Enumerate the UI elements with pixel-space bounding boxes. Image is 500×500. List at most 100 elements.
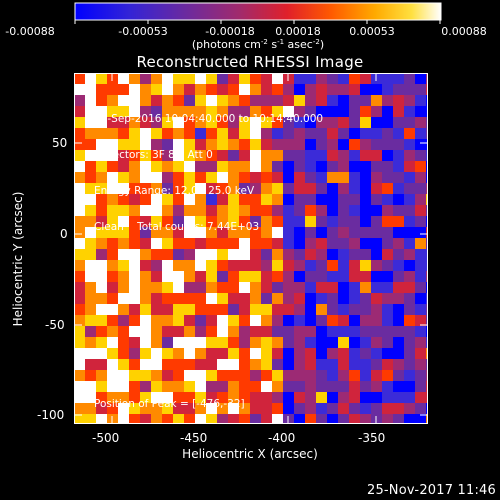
image-pixel (360, 227, 371, 238)
image-pixel (85, 381, 96, 392)
image-pixel (140, 194, 151, 205)
image-pixel (217, 183, 228, 194)
image-pixel (162, 172, 173, 183)
image-pixel (85, 392, 96, 403)
image-pixel (349, 194, 360, 205)
image-pixel (228, 381, 239, 392)
image-pixel (151, 73, 162, 84)
image-pixel (184, 194, 195, 205)
image-pixel (327, 128, 338, 139)
image-pixel (184, 73, 195, 84)
image-pixel (327, 359, 338, 370)
image-pixel (305, 326, 316, 337)
image-pixel (316, 260, 327, 271)
image-pixel (162, 260, 173, 271)
image-pixel (118, 194, 129, 205)
image-pixel (393, 106, 404, 117)
image-pixel (283, 227, 294, 238)
image-pixel (74, 381, 85, 392)
image-pixel (118, 216, 129, 227)
image-pixel (415, 205, 426, 216)
image-pixel (338, 282, 349, 293)
image-pixel (151, 150, 162, 161)
y-axis-label: Heliocentric Y (arcsec) (11, 191, 25, 327)
image-pixel (239, 348, 250, 359)
image-pixel (228, 249, 239, 260)
image-pixel (173, 227, 184, 238)
peak-position-label: Position of Peak = [-476,-32] (94, 398, 245, 410)
image-pixel (195, 106, 206, 117)
image-pixel (393, 117, 404, 128)
image-pixel (107, 106, 118, 117)
image-pixel (415, 161, 426, 172)
image-pixel (294, 172, 305, 183)
image-pixel (327, 238, 338, 249)
image-pixel (162, 183, 173, 194)
image-pixel (85, 216, 96, 227)
image-pixel (162, 227, 173, 238)
image-pixel (261, 227, 272, 238)
image-pixel (250, 414, 261, 424)
image-pixel (415, 238, 426, 249)
image-pixel (96, 370, 107, 381)
image-pixel (261, 84, 272, 95)
image-pixel (151, 315, 162, 326)
image-pixel (382, 414, 393, 424)
image-pixel (338, 348, 349, 359)
image-pixel (404, 205, 415, 216)
image-pixel (151, 95, 162, 106)
image-pixel (239, 260, 250, 271)
image-pixel (283, 205, 294, 216)
plot-title: Reconstructed RHESSI Image (136, 53, 364, 71)
image-pixel (415, 337, 426, 348)
image-pixel (305, 414, 316, 424)
image-pixel (239, 95, 250, 106)
image-pixel (327, 172, 338, 183)
image-pixel (272, 238, 283, 249)
image-pixel (184, 183, 195, 194)
image-pixel (382, 304, 393, 315)
image-pixel (371, 84, 382, 95)
image-pixel (393, 392, 404, 403)
image-pixel (349, 128, 360, 139)
image-pixel (371, 282, 382, 293)
image-pixel (404, 117, 415, 128)
image-pixel (228, 326, 239, 337)
image-pixel (206, 359, 217, 370)
image-pixel (349, 117, 360, 128)
image-pixel (393, 139, 404, 150)
image-pixel (96, 172, 107, 183)
image-pixel (107, 117, 118, 128)
image-pixel (305, 227, 316, 238)
image-pixel (129, 370, 140, 381)
image-pixel (173, 359, 184, 370)
image-pixel (74, 271, 85, 282)
image-pixel (195, 139, 206, 150)
image-pixel (184, 161, 195, 172)
image-pixel (415, 73, 426, 84)
image-pixel (96, 337, 107, 348)
image-pixel (305, 370, 316, 381)
image-pixel (195, 150, 206, 161)
image-pixel (250, 392, 261, 403)
image-pixel (349, 73, 360, 84)
image-pixel (283, 117, 294, 128)
image-pixel (371, 205, 382, 216)
image-pixel (327, 414, 338, 424)
image-pixel (151, 337, 162, 348)
image-pixel (250, 84, 261, 95)
image-pixel (371, 370, 382, 381)
image-pixel (129, 128, 140, 139)
image-pixel (250, 403, 261, 414)
image-pixel (283, 359, 294, 370)
image-pixel (393, 414, 404, 424)
image-pixel (217, 304, 228, 315)
image-pixel (129, 282, 140, 293)
image-pixel (316, 414, 327, 424)
image-pixel (173, 106, 184, 117)
image-pixel (239, 227, 250, 238)
image-pixel (74, 73, 85, 84)
image-pixel (316, 238, 327, 249)
image-pixel (294, 293, 305, 304)
image-pixel (74, 359, 85, 370)
